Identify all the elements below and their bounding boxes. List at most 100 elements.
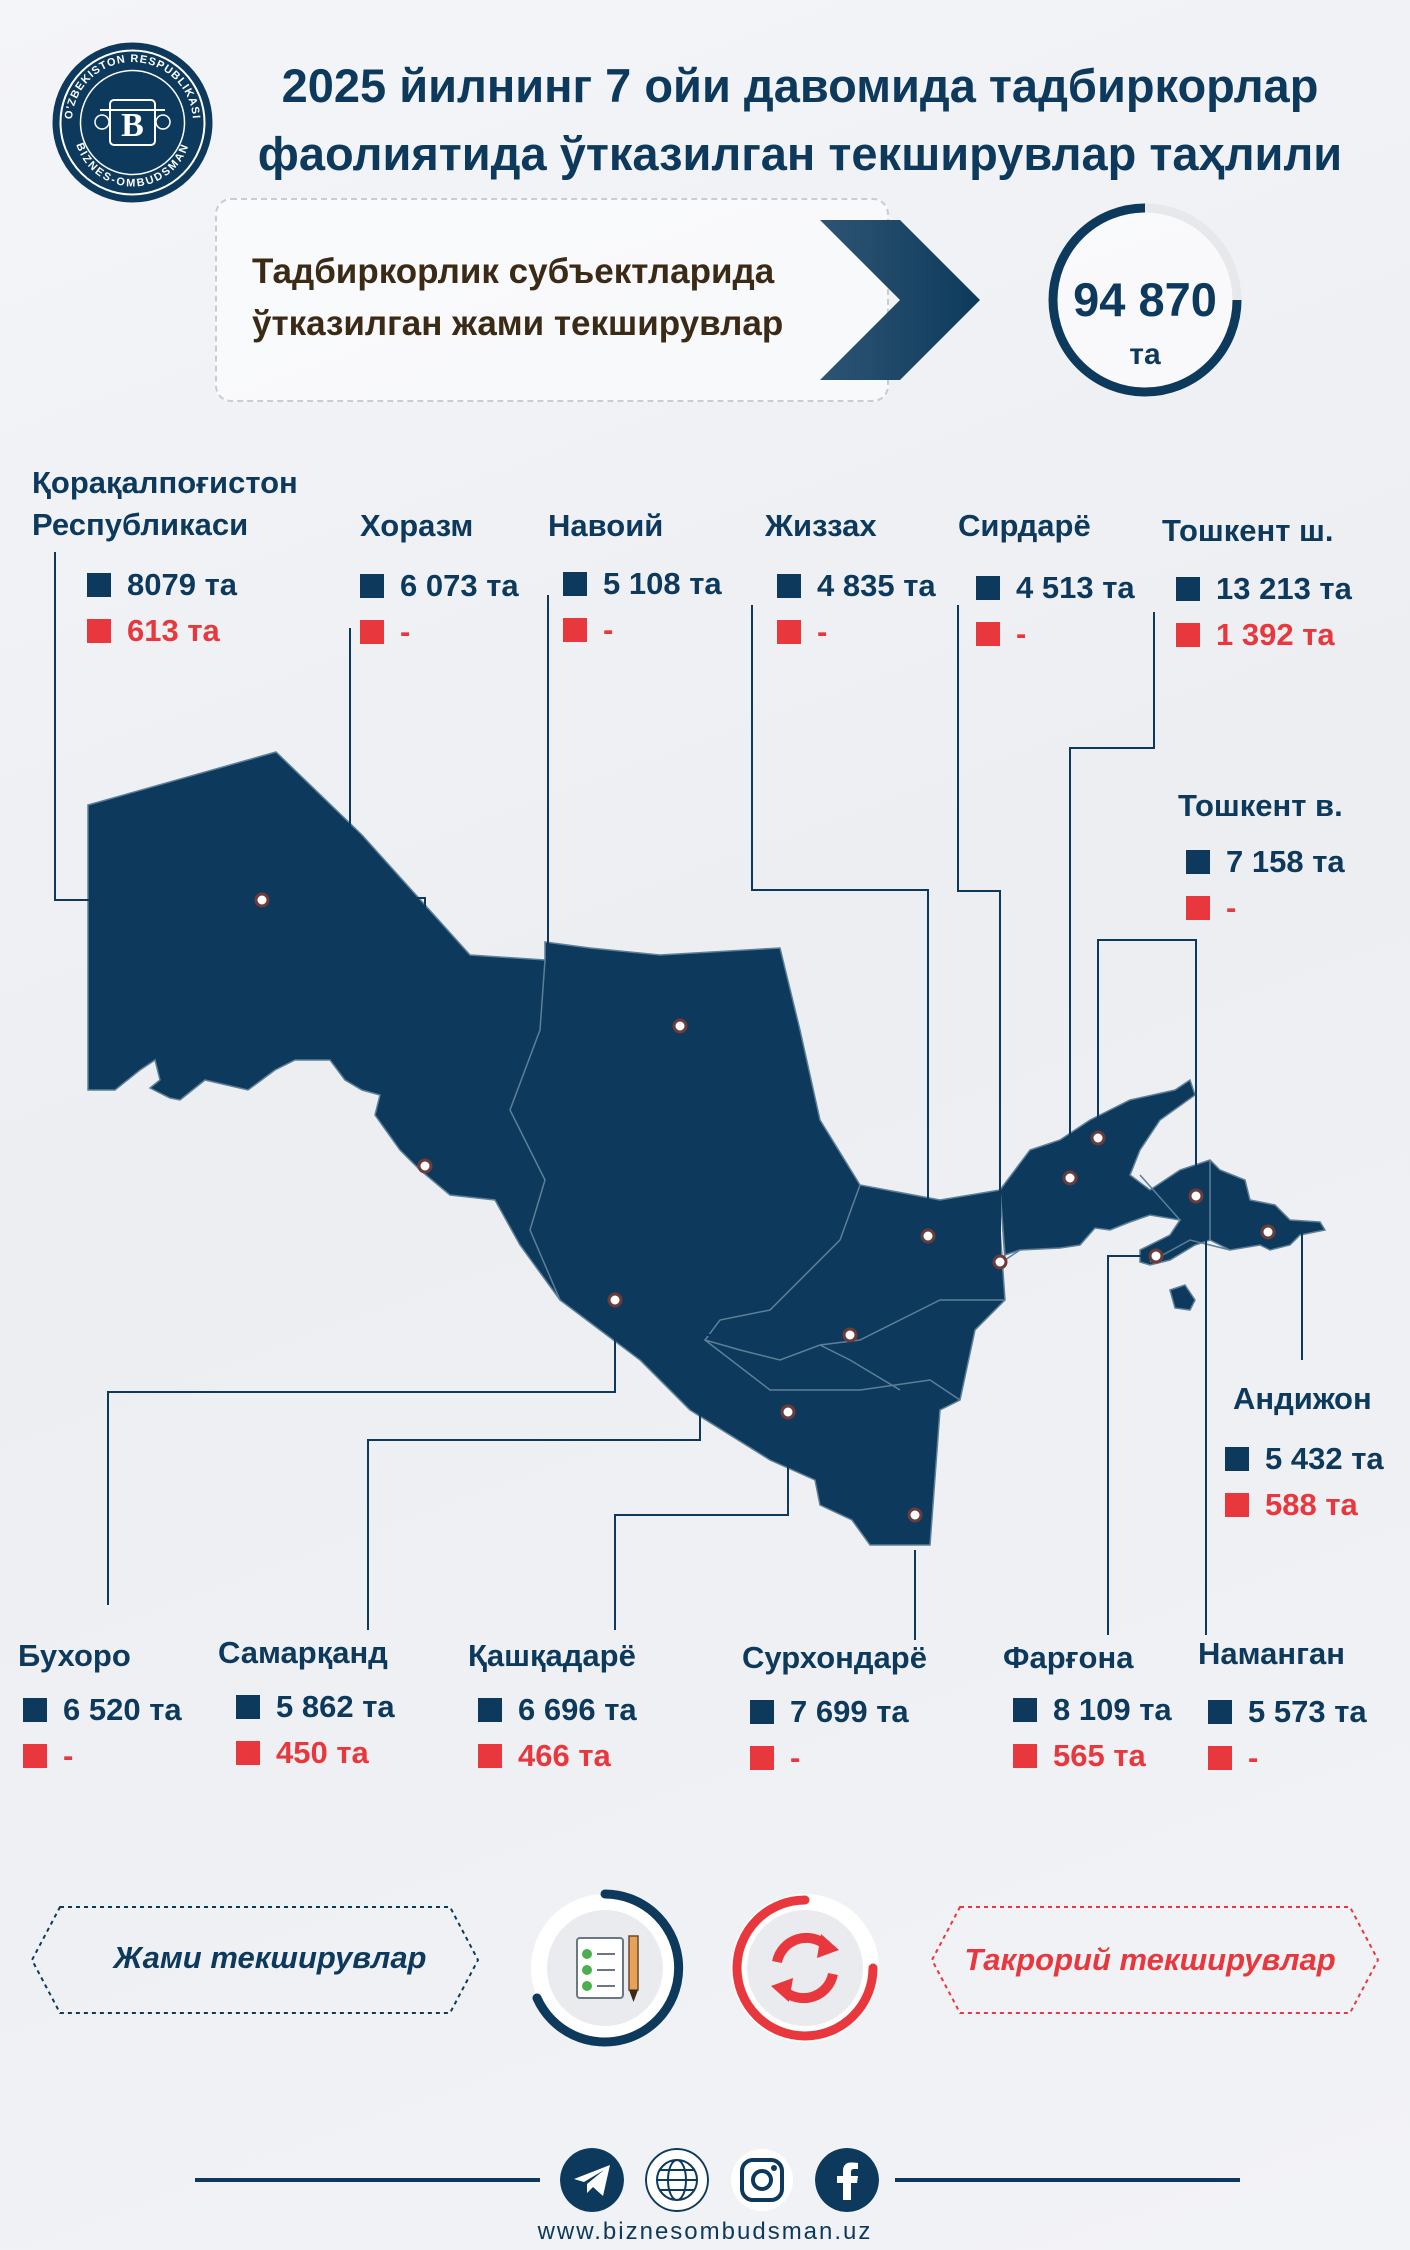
repeat-value: 613 та [127, 613, 220, 648]
total-square-icon [87, 573, 111, 597]
total-value: 4 513 та [1016, 570, 1135, 605]
repeat-stat: - [1186, 885, 1345, 931]
region-name: Андижон [1233, 1381, 1372, 1416]
repeat-value: 588 та [1265, 1487, 1358, 1522]
repeat-square-icon [236, 1741, 260, 1765]
region-name: Самарқанд [218, 1635, 388, 1670]
total-value: 5 573 та [1248, 1694, 1367, 1729]
total-value: 5 432 та [1265, 1441, 1384, 1476]
total-stat: 6 520 та [23, 1687, 182, 1733]
repeat-stat: - [23, 1733, 182, 1779]
total-square-icon [1225, 1447, 1249, 1471]
region-name: Бухоро [18, 1638, 131, 1673]
total-value: 6 073 та [400, 568, 519, 603]
facebook-icon[interactable] [815, 2148, 879, 2212]
repeat-stat: - [563, 607, 722, 653]
website-link[interactable]: www.biznesombudsman.uz [537, 2218, 873, 2245]
total-square-icon [976, 576, 1000, 600]
telegram-icon[interactable] [560, 2148, 624, 2212]
repeat-value: - [790, 1740, 801, 1775]
map-west-region [87, 751, 1006, 1546]
region-name: Тошкент в. [1178, 788, 1343, 823]
total-square-icon [1208, 1700, 1232, 1724]
total-stat: 8 109 та [1013, 1687, 1172, 1733]
region-fergana: Фарғона 8 109 та 565 та [1003, 1637, 1172, 1779]
repeat-stat: - [360, 609, 519, 655]
repeat-square-icon [1208, 1746, 1232, 1770]
region-name: Қашқадарё [468, 1638, 636, 1673]
legend-repeat-label: Такрорий текширувлар [964, 1942, 1336, 1977]
map-east-region [999, 1078, 1327, 1266]
repeat-square-icon [87, 619, 111, 643]
total-stat: 6 696 та [478, 1687, 637, 1733]
repeat-value: 450 та [276, 1735, 369, 1770]
repeat-value: - [63, 1738, 74, 1773]
region-khorezm: Хоразм 6 073 та - [360, 505, 519, 655]
repeat-stat: 588 та [1225, 1482, 1384, 1528]
region-samarkand: Самарқанд 5 862 та 450 та [218, 1632, 395, 1776]
footer-divider-right [895, 2178, 1240, 2182]
total-stat: 13 213 та [1176, 566, 1352, 612]
total-stat: 5 862 та [236, 1684, 395, 1730]
region-name: Хоразм [360, 508, 474, 543]
globe-icon[interactable] [645, 2148, 709, 2212]
repeat-square-icon [1186, 896, 1210, 920]
region-name: Тошкент ш. [1162, 513, 1334, 548]
total-stat: 4 513 та [976, 565, 1135, 611]
repeat-value: 466 та [518, 1738, 611, 1773]
total-inspections-value: 94 870 [1073, 273, 1217, 326]
repeat-stat: 565 та [1013, 1733, 1172, 1779]
repeat-stat: - [1208, 1735, 1367, 1781]
repeat-value: - [400, 614, 411, 649]
repeat-stat: - [976, 611, 1135, 657]
chevron-right-icon [820, 220, 980, 380]
region-name: Наманган [1198, 1636, 1345, 1671]
total-value: 13 213 та [1216, 571, 1352, 606]
total-ring [1048, 203, 1242, 397]
region-name: Сурхондарё [742, 1640, 927, 1675]
total-square-icon [1186, 850, 1210, 874]
logo-letter: B [121, 107, 144, 144]
map-enclave [1169, 1284, 1196, 1311]
repeat-value: 565 та [1053, 1738, 1146, 1773]
title-line-1: 2025 йилнинг 7 ойи давомида тадбиркорлар [281, 59, 1319, 112]
document-checklist-icon [531, 1889, 684, 2047]
repeat-value: - [1016, 616, 1027, 651]
repeat-stat: 466 та [478, 1733, 637, 1779]
total-stat: 7 158 та [1186, 839, 1345, 885]
region-jizzakh: Жиззах 4 835 та - [765, 505, 936, 655]
total-square-icon [360, 574, 384, 598]
title-line-2: фаолиятида ўтказилган текширувлар таҳлил… [257, 127, 1343, 180]
region-name: Жиззах [765, 508, 877, 543]
repeat-stat: - [777, 609, 936, 655]
page-title: 2025 йилнинг 7 ойи давомида тадбиркорлар… [240, 52, 1360, 188]
repeat-value: - [1248, 1740, 1259, 1775]
repeat-square-icon [1013, 1744, 1037, 1768]
repeat-square-icon [23, 1744, 47, 1768]
total-square-icon [1176, 577, 1200, 601]
total-value: 8 109 та [1053, 1692, 1172, 1727]
region-syrdarya: Сирдарё 4 513 та - [958, 505, 1135, 657]
total-inspections-unit: та [1129, 338, 1161, 371]
repeat-square-icon [563, 618, 587, 642]
repeat-stat: 1 392 та [1176, 612, 1352, 658]
repeat-square-icon [1176, 623, 1200, 647]
region-surkhandarya: Сурхондарё 7 699 та - [742, 1637, 927, 1781]
region-name: Фарғона [1003, 1640, 1134, 1675]
repeat-stat: 613 та [87, 608, 298, 654]
total-square-icon [478, 1698, 502, 1722]
refresh-arrows-icon [731, 1894, 879, 2042]
footer-divider-left [195, 2178, 540, 2182]
total-value: 5 862 та [276, 1689, 395, 1724]
total-square-icon [236, 1695, 260, 1719]
instagram-icon[interactable] [730, 2148, 794, 2212]
total-stat: 4 835 та [777, 563, 936, 609]
region-namangan: Наманган 5 573 та - [1198, 1633, 1367, 1781]
total-value: 6 696 та [518, 1692, 637, 1727]
total-stat: 6 073 та [360, 563, 519, 609]
repeat-square-icon [1225, 1493, 1249, 1517]
total-square-icon [1013, 1698, 1037, 1722]
repeat-square-icon [777, 620, 801, 644]
summary-label: Тадбиркорлик субъектларида ўтказилган жа… [252, 246, 852, 350]
region-tashkent-city: Тошкент ш. 13 213 та 1 392 та [1162, 510, 1352, 658]
